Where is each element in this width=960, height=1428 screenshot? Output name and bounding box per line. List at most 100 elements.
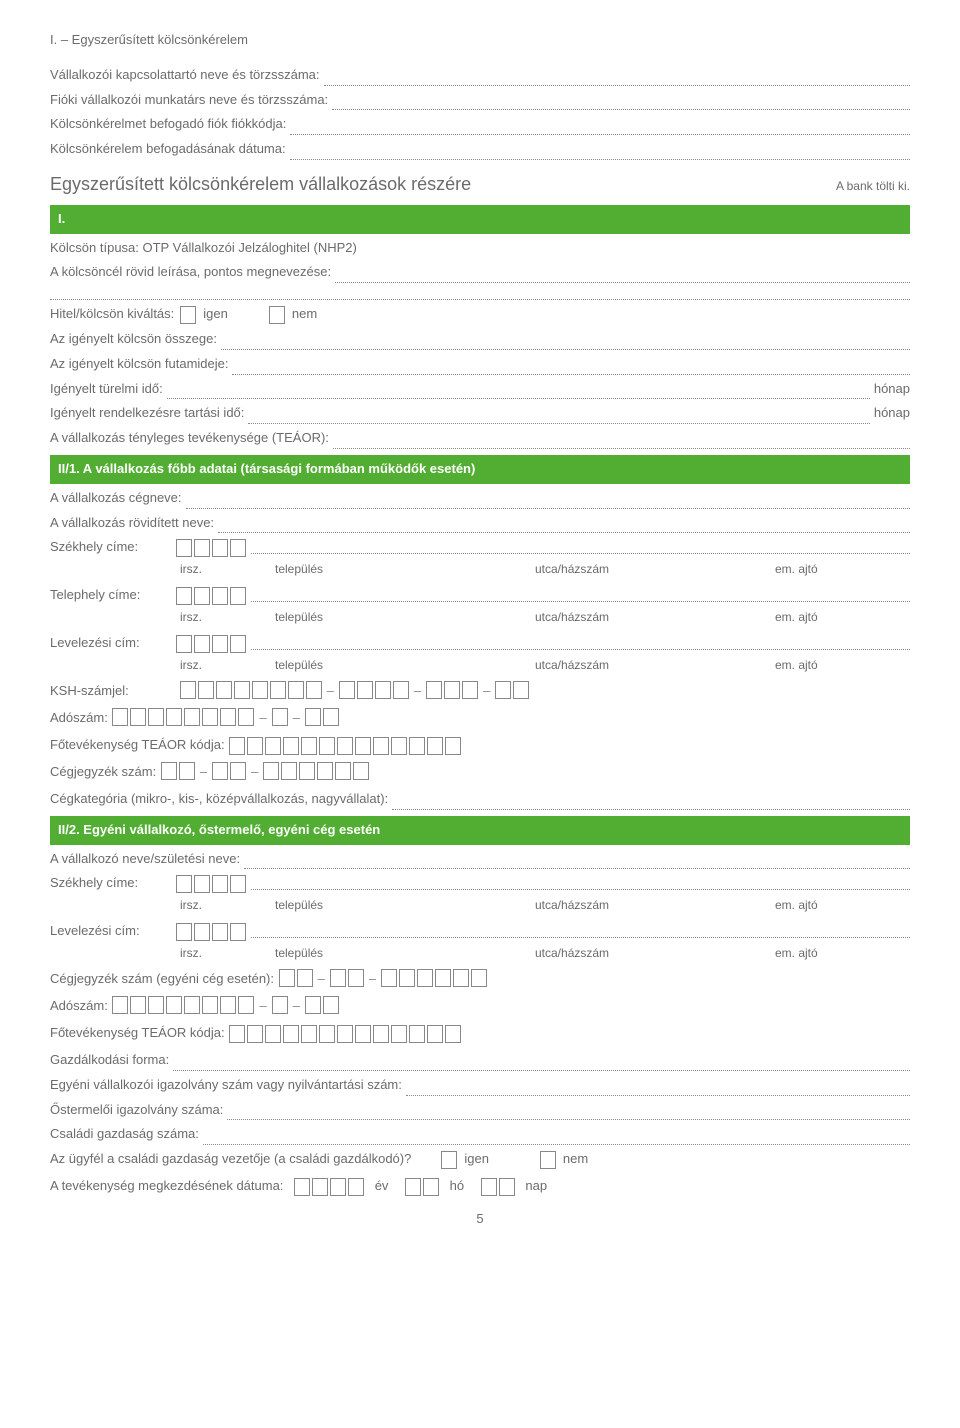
unit: hónap bbox=[874, 403, 910, 424]
field-category: Cégkategória (mikro-, kis-, középvállalk… bbox=[50, 789, 910, 810]
label: Székhely címe: bbox=[50, 537, 175, 558]
lbl-irsz: irsz. bbox=[180, 656, 275, 675]
field-tax-2: Adószám: –– bbox=[50, 996, 910, 1017]
dotted-fill[interactable] bbox=[251, 637, 910, 650]
field-branch-code: Kölcsönkérelmet befogadó fiók fiókkódja: bbox=[50, 114, 910, 135]
month-boxes[interactable] bbox=[404, 1178, 440, 1196]
dotted-fill[interactable] bbox=[335, 270, 910, 283]
field-accept-date: Kölcsönkérelem befogadásának dátuma: bbox=[50, 139, 910, 160]
label: Adószám: bbox=[50, 708, 108, 729]
label: Az igényelt kölcsön összege: bbox=[50, 329, 217, 350]
lbl-town: település bbox=[275, 944, 535, 963]
ksh-boxes[interactable]: – – – bbox=[179, 681, 531, 702]
dotted-fill[interactable] bbox=[290, 122, 910, 135]
dotted-fill[interactable] bbox=[392, 797, 910, 810]
lbl-irsz: irsz. bbox=[180, 608, 275, 627]
field-company-name: A vállalkozás cégneve: bbox=[50, 488, 910, 509]
checkbox-yes[interactable] bbox=[441, 1151, 457, 1169]
label: A vállalkozó neve/születési neve: bbox=[50, 849, 240, 870]
dotted-fill[interactable] bbox=[251, 589, 910, 602]
irsz-boxes[interactable] bbox=[175, 587, 247, 605]
field-licence: Egyéni vállalkozói igazolvány szám vagy … bbox=[50, 1075, 910, 1096]
label: Cégjegyzék szám (egyéni cég esetén): bbox=[50, 971, 274, 986]
field-contact: Vállalkozói kapcsolattartó neve és törzs… bbox=[50, 65, 910, 86]
field-start-date: A tevékenység megkezdésének dátuma: év h… bbox=[50, 1176, 910, 1197]
dotted-fill[interactable] bbox=[251, 541, 910, 554]
irsz-boxes[interactable] bbox=[175, 635, 247, 653]
lbl-street: utca/házszám bbox=[535, 896, 775, 915]
section-bar-ii2: II/2. Egyéni vállalkozó, őstermelő, egyé… bbox=[50, 816, 910, 845]
field-replace: Hitel/kölcsön kiváltás: igen nem bbox=[50, 304, 910, 325]
year-boxes[interactable] bbox=[293, 1178, 365, 1196]
field-form: Gazdálkodási forma: bbox=[50, 1050, 910, 1071]
label: Egyéni vállalkozói igazolvány szám vagy … bbox=[50, 1075, 402, 1096]
field-mail: Levelezési cím: bbox=[50, 633, 910, 654]
field-regno-2: Cégjegyzék szám (egyéni cég esetén): –– bbox=[50, 969, 910, 990]
yes-label: igen bbox=[203, 304, 228, 325]
dotted-fill[interactable] bbox=[332, 97, 910, 110]
lbl-door: em. ajtó bbox=[775, 608, 818, 627]
section-bar-ii1: II/1. A vállalkozás főbb adatai (társasá… bbox=[50, 455, 910, 484]
dotted-fill[interactable] bbox=[203, 1132, 910, 1145]
dotted-fill[interactable] bbox=[173, 1058, 910, 1071]
addr-labels: irsz. település utca/házszám em. ajtó bbox=[50, 608, 910, 627]
dotted-fill[interactable] bbox=[167, 386, 870, 399]
field-branch-staff: Fióki vállalkozói munkatárs neve és törz… bbox=[50, 90, 910, 111]
dotted-fill[interactable] bbox=[244, 856, 910, 869]
dotted-fill[interactable] bbox=[406, 1083, 910, 1096]
dotted-fill[interactable] bbox=[251, 877, 910, 890]
field-purpose: A kölcsöncél rövid leírása, pontos megne… bbox=[50, 262, 910, 283]
regno-boxes[interactable]: –– bbox=[160, 762, 370, 783]
lbl-street: utca/házszám bbox=[535, 560, 775, 579]
label: Levelezési cím: bbox=[50, 921, 175, 942]
yes-label: igen bbox=[464, 1149, 489, 1170]
lbl-street: utca/házszám bbox=[535, 944, 775, 963]
tax-boxes[interactable]: –– bbox=[111, 996, 339, 1017]
field-teaor-actual: A vállalkozás tényleges tevékenysége (TE… bbox=[50, 428, 910, 449]
label: Telephely címe: bbox=[50, 585, 175, 606]
lbl-town: település bbox=[275, 656, 535, 675]
label: Kölcsönkérelem befogadásának dátuma: bbox=[50, 139, 286, 160]
dotted-fill[interactable] bbox=[227, 1107, 910, 1120]
irsz-boxes[interactable] bbox=[175, 539, 247, 557]
dotted-fill[interactable] bbox=[218, 520, 910, 533]
irsz-boxes[interactable] bbox=[175, 923, 247, 941]
teaor-boxes[interactable] bbox=[228, 737, 462, 755]
teaor-boxes[interactable] bbox=[228, 1025, 462, 1043]
regno-boxes[interactable]: –– bbox=[278, 969, 488, 990]
dotted-fill[interactable] bbox=[333, 436, 910, 449]
dotted-fill[interactable] bbox=[186, 496, 910, 509]
addr-labels: irsz. település utca/házszám em. ajtó bbox=[50, 896, 910, 915]
dotted-fill[interactable] bbox=[221, 337, 910, 350]
addr-labels: irsz. település utca/házszám em. ajtó bbox=[50, 944, 910, 963]
dotted-fill[interactable] bbox=[324, 73, 910, 86]
field-hq-2: Székhely címe: bbox=[50, 873, 910, 894]
label: KSH-számjel: bbox=[50, 681, 175, 702]
checkbox-no[interactable] bbox=[540, 1151, 556, 1169]
page-number: 5 bbox=[50, 1209, 910, 1230]
lbl-irsz: irsz. bbox=[180, 896, 275, 915]
field-avail: Igényelt rendelkezésre tartási idő: hónap bbox=[50, 403, 910, 424]
checkbox-no[interactable] bbox=[269, 306, 285, 324]
dotted-fill[interactable] bbox=[232, 362, 910, 375]
field-main-teaor-2: Főtevékenység TEÁOR kódja: bbox=[50, 1023, 910, 1044]
label: Igényelt rendelkezésre tartási idő: bbox=[50, 403, 244, 424]
dotted-fill[interactable] bbox=[290, 147, 910, 160]
tax-boxes[interactable]: –– bbox=[111, 708, 339, 729]
lbl-irsz: irsz. bbox=[180, 560, 275, 579]
lbl-door: em. ajtó bbox=[775, 944, 818, 963]
field-main-teaor: Főtevékenység TEÁOR kódja: bbox=[50, 735, 910, 756]
dotted-fill[interactable] bbox=[248, 411, 869, 424]
checkbox-yes[interactable] bbox=[180, 306, 196, 324]
label: Adószám: bbox=[50, 996, 108, 1017]
no-label: nem bbox=[563, 1149, 588, 1170]
lbl-irsz: irsz. bbox=[180, 944, 275, 963]
day-boxes[interactable] bbox=[480, 1178, 516, 1196]
irsz-boxes[interactable] bbox=[175, 875, 247, 893]
dotted-fill[interactable] bbox=[251, 925, 910, 938]
dotted-fill[interactable] bbox=[50, 287, 910, 300]
bank-note: A bank tölti ki. bbox=[836, 177, 910, 196]
field-tax: Adószám: –– bbox=[50, 708, 910, 729]
lbl-street: utca/házszám bbox=[535, 656, 775, 675]
lbl-town: település bbox=[275, 608, 535, 627]
